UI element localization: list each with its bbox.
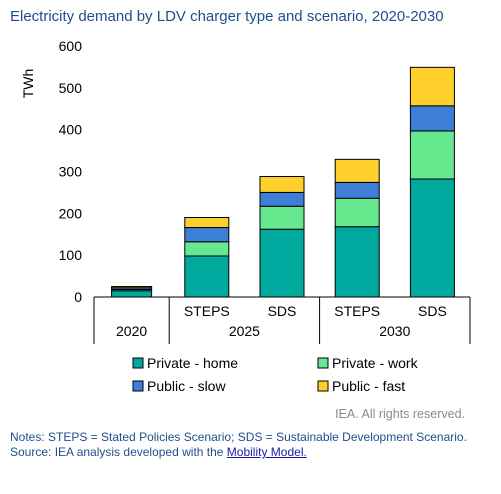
bar-segment [334, 158, 380, 183]
bar-segment [111, 286, 153, 289]
bar-segment [409, 105, 455, 132]
bar-segment [334, 181, 380, 199]
y-tick-label: 100 [59, 247, 83, 263]
legend-swatch [317, 357, 329, 369]
bar-segment [259, 191, 305, 207]
bar-segment [409, 178, 455, 298]
bar-segment [259, 176, 305, 193]
bar-category-label: SDS [268, 303, 297, 319]
bar-segment [334, 226, 380, 298]
bar-segment [184, 227, 230, 243]
legend-label: Public - fast [332, 378, 405, 394]
source-prefix: Source: IEA analysis developed with the [10, 445, 227, 459]
mobility-model-link[interactable]: Mobility Model. [226, 445, 307, 459]
year-group-label: 2020 [116, 323, 147, 339]
year-group-label: 2025 [229, 323, 260, 339]
copyright-credit: IEA. All rights reserved. [335, 407, 465, 421]
bar-segment [184, 217, 230, 229]
legend-swatch [132, 357, 144, 369]
legend-swatch [132, 380, 144, 392]
notes-definitions: Notes: STEPS = Stated Policies Scenario;… [10, 430, 467, 444]
notes-source: Source: IEA analysis developed with the … [10, 445, 480, 460]
bar-category-label: STEPS [334, 303, 380, 319]
y-tick-label: 200 [59, 205, 83, 221]
bar-category-label: STEPS [184, 303, 230, 319]
chart-notes: Notes: STEPS = Stated Policies Scenario;… [10, 430, 480, 460]
y-tick-label: 500 [59, 80, 83, 96]
y-tick-label: 600 [59, 38, 83, 54]
legend-label: Public - slow [147, 378, 226, 394]
y-axis-label: TWh [20, 69, 36, 99]
bar-segment [111, 290, 153, 298]
bar-segment [334, 197, 380, 228]
y-tick-label: 400 [59, 122, 83, 138]
y-tick-label: 300 [59, 164, 83, 180]
year-group-label: 2030 [379, 323, 410, 339]
bar-segment [409, 130, 455, 180]
legend-label: Private - home [147, 355, 238, 371]
y-tick-label: 0 [74, 289, 82, 305]
legend-swatch [317, 380, 329, 392]
chart-title: Electricity demand by LDV charger type a… [10, 8, 444, 25]
bar-category-label: SDS [418, 303, 447, 319]
bar-segment [184, 241, 230, 257]
legend-label: Private - work [332, 355, 419, 371]
bar-segment [259, 228, 305, 298]
bar-segment [259, 205, 305, 230]
bar-segment [409, 66, 455, 107]
bar-segment [184, 255, 230, 298]
